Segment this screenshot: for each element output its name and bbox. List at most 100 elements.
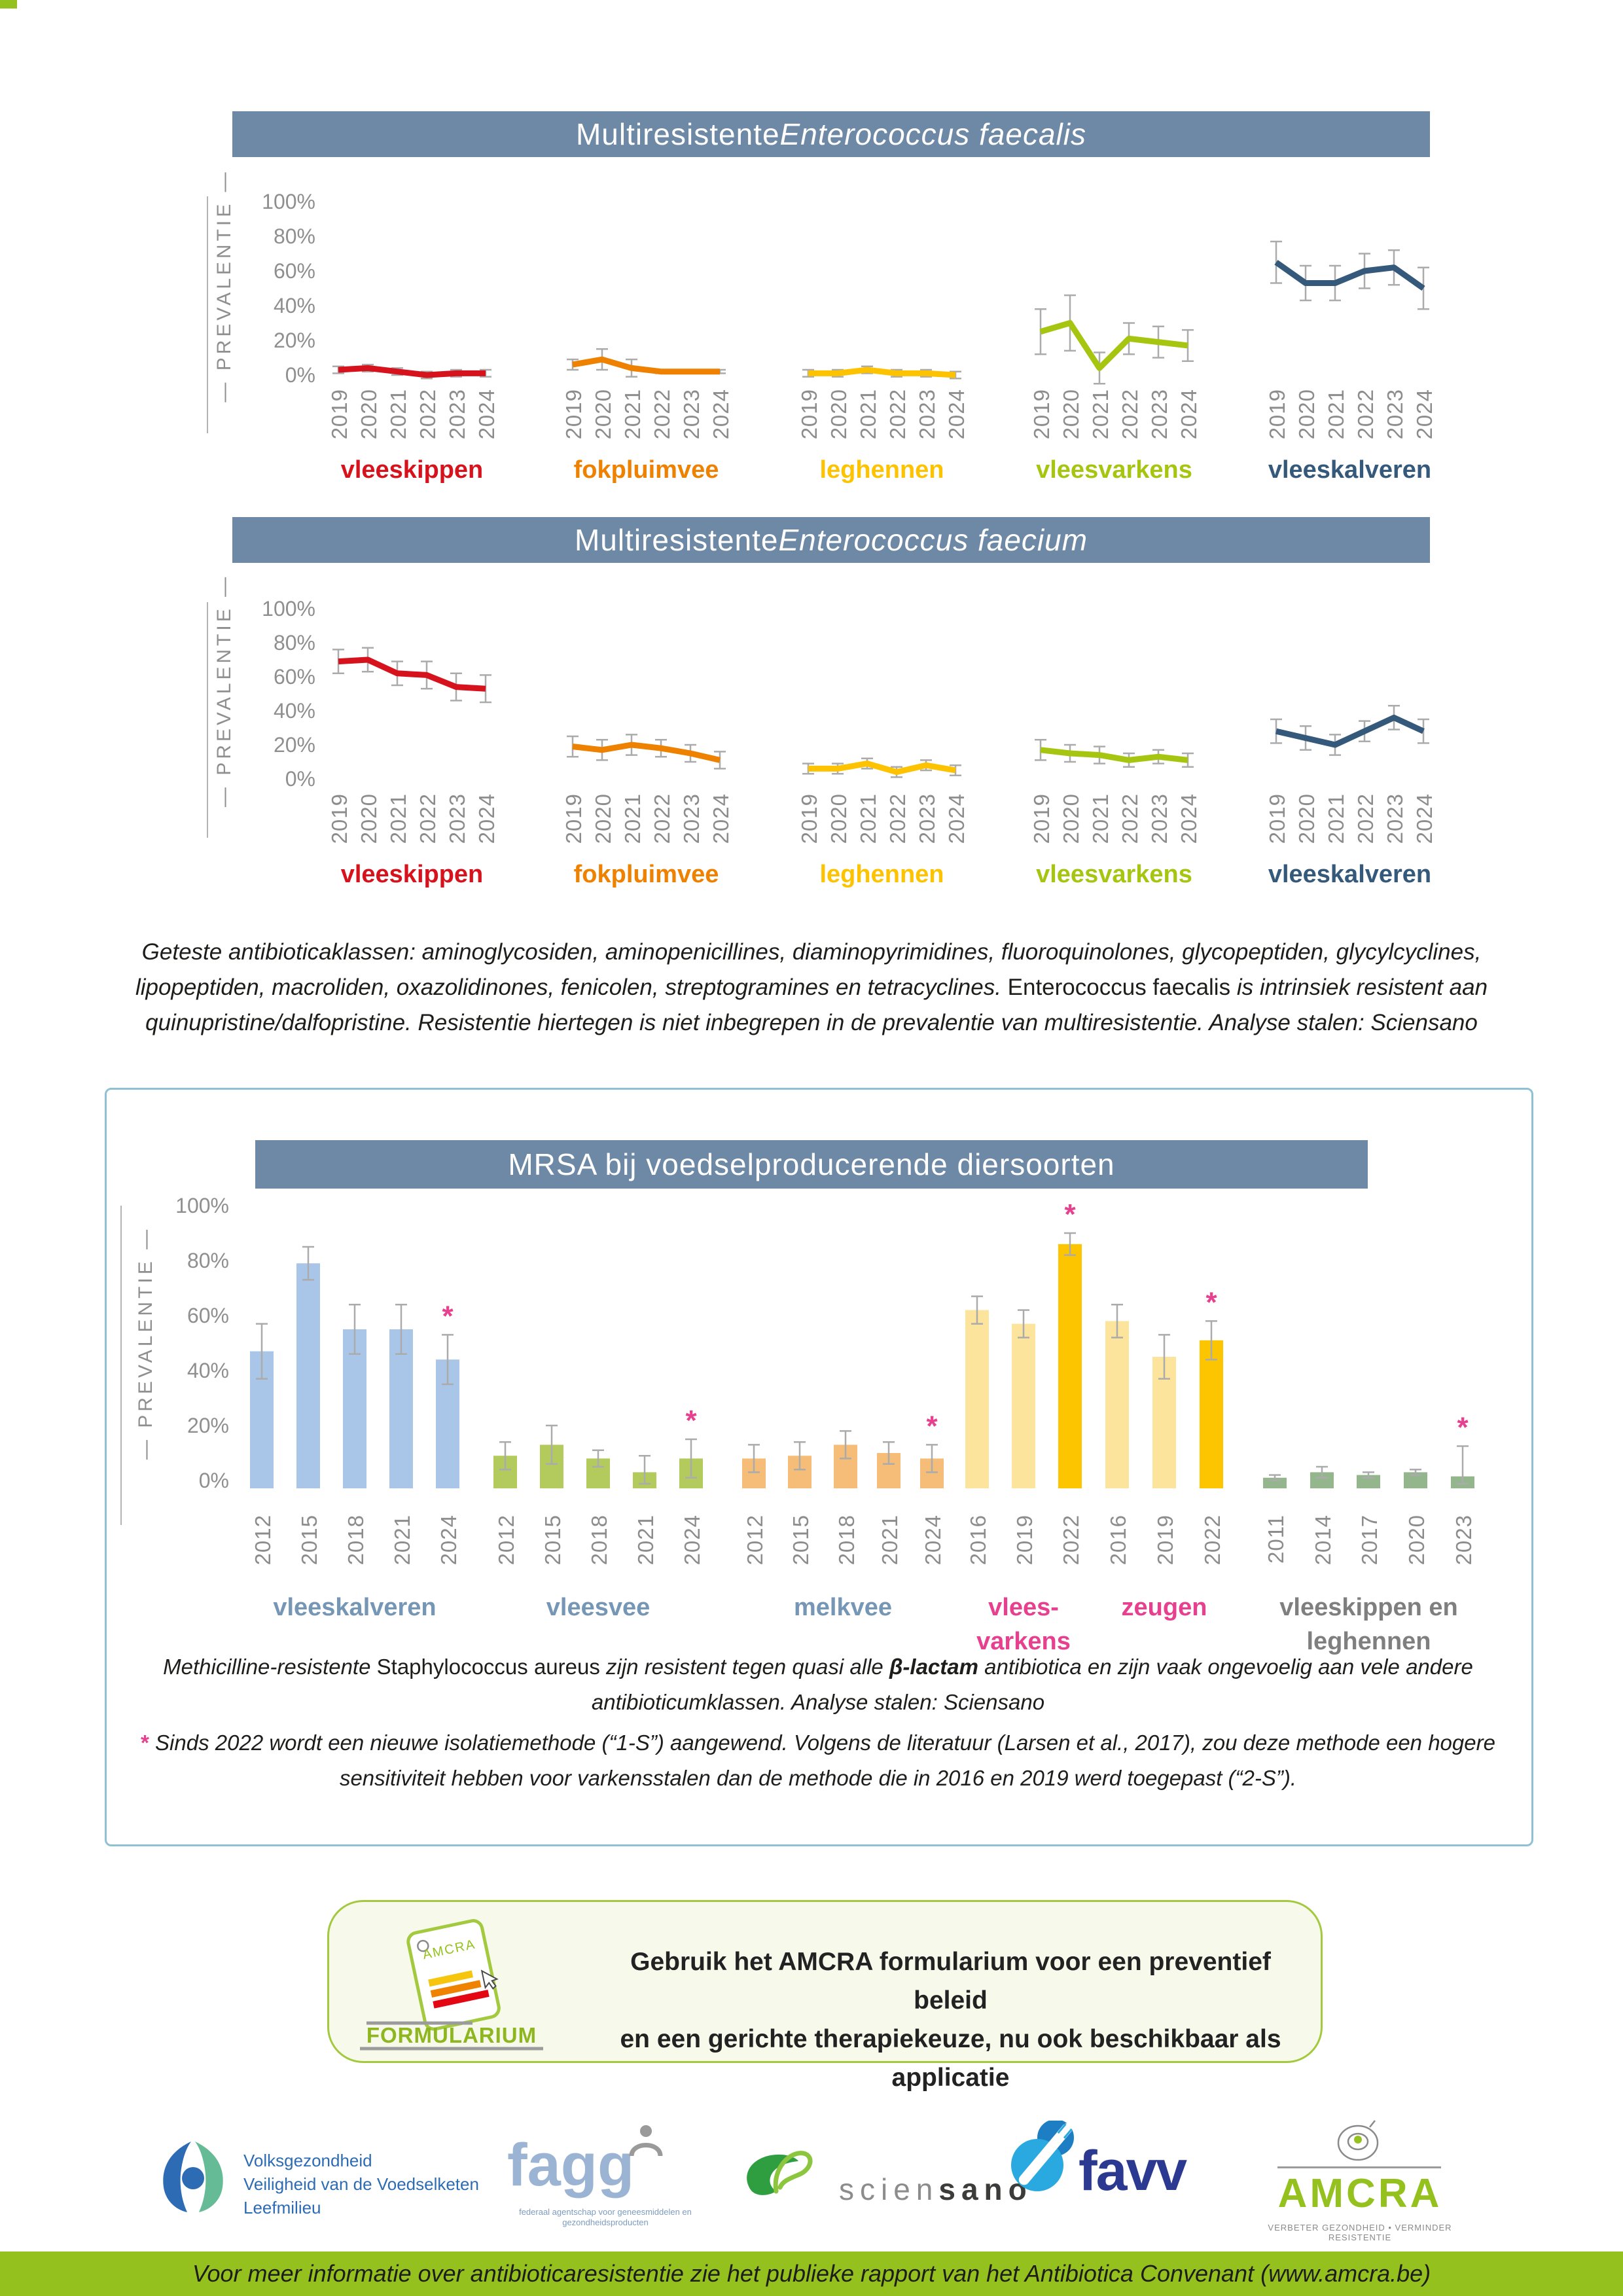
y-tick-label: 20% <box>187 1414 229 1437</box>
antibiotic-classes-note: Geteste antibioticaklassen: aminoglycosi… <box>135 939 1488 1035</box>
x-tick-year: 2019 <box>562 793 586 844</box>
x-tick-year: 2023 <box>679 389 704 439</box>
series-vleeskippen: 2019 2020 2021 2022 2023 2024 vleeskippen <box>327 647 499 888</box>
fagg-logo-caption: federaal agentschap voor geneesmiddelen … <box>519 2207 692 2227</box>
line-leghennen <box>808 367 956 378</box>
amcra-logo-tagline: VERBETER GEZONDHEID • VERMINDER RESISTEN… <box>1268 2223 1452 2242</box>
bar-2018 <box>343 1329 366 1488</box>
mrsa-caption: Methicilline-resistente Staphylococcus a… <box>163 1655 1473 1714</box>
y-axis-label: — PREVALENTIE — <box>135 1227 156 1460</box>
x-tick-year: 2022 <box>416 793 440 844</box>
y-tick-label: 0% <box>285 363 315 387</box>
fagg-logo-wordmark: fagg <box>507 2132 635 2198</box>
x-tick-year: 2020 <box>1404 1515 1429 1565</box>
x-tick-year: 2015 <box>297 1515 321 1565</box>
series-vleeskalveren: 2019 2020 2021 2022 2023 2024 vleeskalveren <box>1265 704 1436 888</box>
series-label-fokpluimvee: fokpluimvee <box>574 456 719 484</box>
y-tick-label: 40% <box>187 1359 229 1382</box>
formularium-text: Gebruik het AMCRA formularium voor een p… <box>592 1943 1309 2097</box>
line-vleesvarkens <box>1039 320 1188 371</box>
new-method-asterisk: * <box>1064 1198 1076 1230</box>
x-tick-year: 2019 <box>1012 1515 1037 1565</box>
y-tick-label: 0% <box>199 1469 229 1492</box>
x-tick-year: 2020 <box>1059 793 1083 844</box>
bar-2016 <box>1105 1321 1129 1488</box>
formularium-line2: en een gerichte therapiekeuze, nu ook be… <box>620 2025 1281 2092</box>
x-tick-year: 2022 <box>885 793 910 844</box>
x-tick-year: 2021 <box>1324 389 1348 439</box>
x-tick-year: 2024 <box>1412 389 1436 439</box>
x-tick-year: 2021 <box>386 793 410 844</box>
bar-2019 <box>1012 1323 1035 1488</box>
y-tick-label: 100% <box>175 1194 229 1217</box>
series-label-fokpluimvee: fokpluimvee <box>574 861 719 888</box>
y-tick-label: 20% <box>274 329 315 352</box>
x-tick-year: 2019 <box>327 389 351 439</box>
x-tick-year: 2021 <box>633 1515 658 1565</box>
x-tick-year: 2019 <box>797 793 821 844</box>
x-tick-year: 2021 <box>620 389 645 439</box>
x-tick-year: 2021 <box>878 1515 902 1565</box>
y-axis-label: — PREVALENTIE — <box>213 576 235 807</box>
footer-bar: Voor meer informatie over antibioticares… <box>0 2251 1623 2296</box>
bar-2015 <box>296 1263 320 1488</box>
page-corner-mark <box>0 0 17 9</box>
x-tick-year: 2022 <box>885 389 910 439</box>
group-label-zeugen: zeugen <box>1122 1594 1207 1621</box>
x-tick-year: 2024 <box>944 793 969 844</box>
bar-group-vleeskippen enleghennen: 2011 2014 2017 2020 * 2023 vleeskippen en leghe… <box>1263 1412 1476 1655</box>
bar-2016 <box>965 1310 989 1488</box>
x-tick-year: 2015 <box>789 1515 813 1565</box>
mrsa-panel <box>105 1088 1533 1846</box>
x-tick-year: 2018 <box>834 1515 859 1565</box>
bar-2022 <box>1058 1244 1082 1488</box>
line-fokpluimvee <box>572 742 721 763</box>
group-label-leghennen: leghennen <box>1306 1628 1431 1655</box>
y-tick-label: 40% <box>274 699 315 723</box>
x-tick-year: 2024 <box>474 389 499 439</box>
bar-group-vlees-varkens: 2016 2019 * 2022 vlees-varkens <box>965 1198 1083 1655</box>
x-tick-year: 2019 <box>797 389 821 439</box>
x-tick-year: 2024 <box>709 389 733 439</box>
amcra-logo-icon <box>1337 2120 1379 2161</box>
new-method-asterisk: * <box>1205 1286 1217 1318</box>
x-tick-year: 2020 <box>591 389 615 439</box>
x-tick-year: 2024 <box>1177 389 1201 439</box>
x-tick-year: 2024 <box>474 793 499 844</box>
bar-2021 <box>389 1329 413 1488</box>
new-method-asterisk: * <box>442 1300 454 1332</box>
line-leghennen <box>808 761 956 776</box>
line-vleeskalveren <box>1274 260 1425 291</box>
series-label-leghennen: leghennen <box>819 861 944 888</box>
x-tick-year: 2020 <box>357 389 381 439</box>
x-tick-year: 2019 <box>1029 793 1054 844</box>
favv-logo-wordmark: favv <box>1079 2140 1187 2202</box>
y-tick-label: 80% <box>274 224 315 248</box>
health-line2: Veiligheid van de Voedselketen <box>243 2174 479 2194</box>
formularium-icon: AMCRA FORMULARIUM <box>360 1919 543 2051</box>
sciensano-logo-icon <box>747 2151 813 2195</box>
x-tick-year: 2020 <box>1294 389 1319 439</box>
x-tick-year: 2022 <box>1059 1515 1083 1565</box>
y-tick-label: 40% <box>274 294 315 317</box>
x-tick-year: 2023 <box>445 389 469 439</box>
series-label-vleeskippen: vleeskippen <box>341 861 484 888</box>
x-tick-year: 2019 <box>562 389 586 439</box>
y-tick-label: 100% <box>262 190 315 213</box>
sciensano-part1: scien <box>839 2172 939 2206</box>
x-tick-year: 2024 <box>1177 793 1201 844</box>
favv-logo-icon <box>1011 2121 1074 2191</box>
sciensano-part2: sano <box>938 2172 1033 2206</box>
y-tick-label: 60% <box>187 1304 229 1327</box>
line-vleesvarkens <box>1040 747 1188 763</box>
x-tick-year: 2021 <box>1088 793 1113 844</box>
new-method-asterisk: * <box>926 1410 938 1442</box>
chart-title-faecalis: Multiresistente Enterococcus faecalis <box>232 111 1430 157</box>
x-tick-year: 2022 <box>1118 389 1142 439</box>
x-tick-year: 2023 <box>679 793 704 844</box>
faecium-line-chart: — PREVALENTIE —100%80%60%40%20%0%2019 202… <box>207 576 1436 888</box>
formularium-document-icon: AMCRA <box>406 1919 501 2031</box>
